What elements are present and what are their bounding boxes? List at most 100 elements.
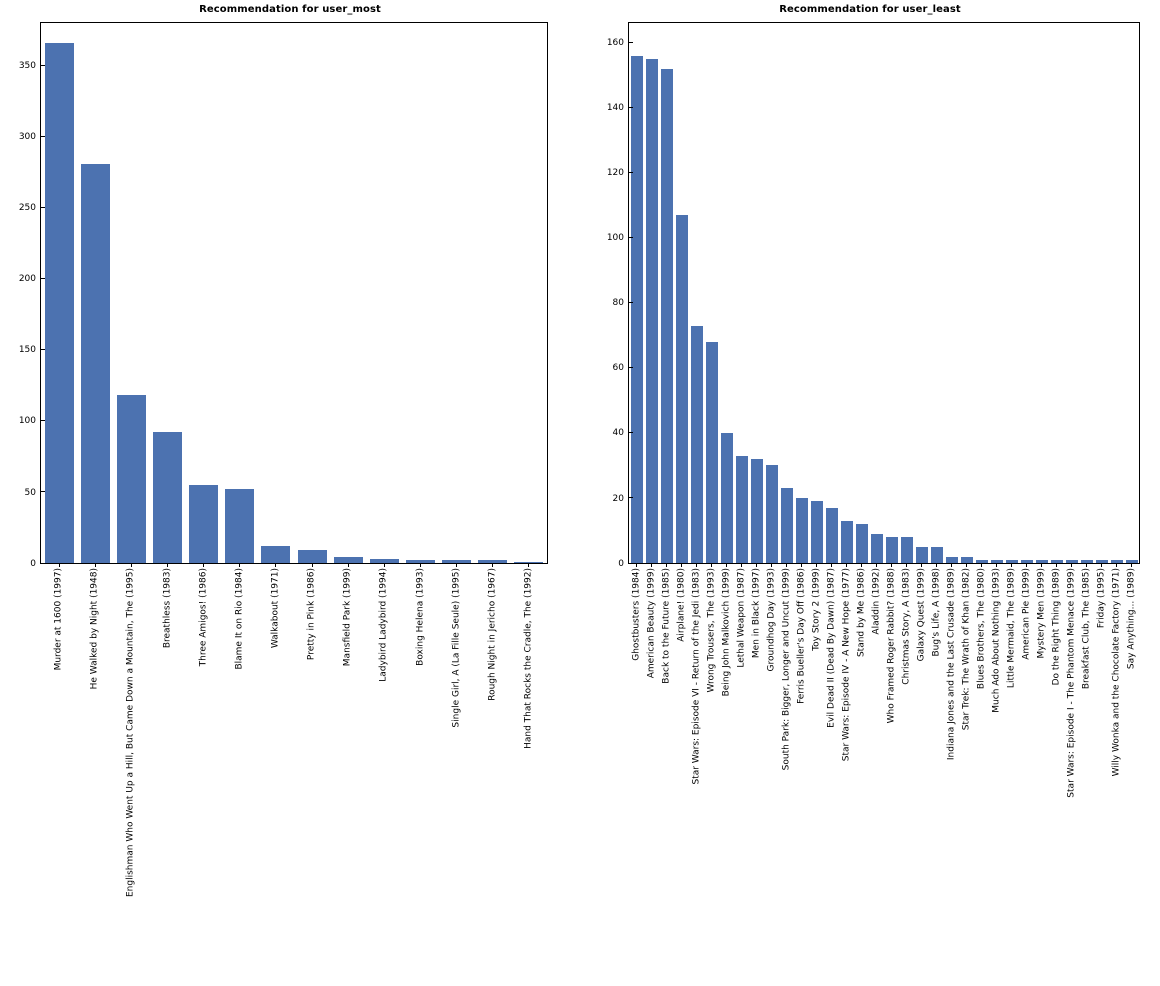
bar [690,325,703,563]
bar [810,501,823,563]
y-axis-tick-label: 50 [24,487,36,498]
y-axis-tick-label: 150 [18,345,36,356]
x-axis-tick-mark [167,563,168,567]
y-axis-tick-mark [41,420,45,422]
x-axis-tick-label: Groundhog Day (1993) [766,568,776,672]
x-axis-tick-label: South Park: Bigger, Longer and Uncut (19… [781,568,791,771]
x-axis-tick-label: Aladdin (1992) [871,568,881,635]
x-axis-tick-label: Being John Malkovich (1999) [721,568,731,697]
x-axis-tick-label: Hand That Rocks the Cradle, The (1992) [523,568,534,749]
x-axis-tick-mark [239,563,241,567]
y-axis-tick-mark [41,349,45,351]
y-axis-tick-label: 350 [18,61,36,72]
x-axis-tick-mark [651,563,652,567]
x-axis-tick-mark [383,563,385,567]
x-axis-tick-label: Lethal Weapon (1987) [736,568,746,668]
x-axis-tick-mark [981,563,982,567]
x-axis-tick-label: Mystery Men (1999) [1036,568,1046,659]
x-axis-tick-mark [861,563,862,567]
x-axis-tick-mark [1056,563,1057,567]
x-axis-tick-mark [801,563,802,567]
bar [1065,559,1078,563]
y-axis-tick-label: 0 [618,558,624,569]
subplot-user-most: Recommendation for user_most 0 50 100 150 20… [18,4,548,897]
x-axis-tick-mark [666,563,667,567]
x-axis-tick-mark [771,563,772,567]
bar [369,558,399,563]
bar [870,533,883,563]
bar [900,536,913,563]
x-axis-tick-mark [786,563,787,567]
bar [442,560,472,563]
x-axis-tick-label: American Pie (1999) [1021,568,1031,660]
y-axis-tick-mark [41,278,45,280]
x-axis-tick-label: Star Trek: The Wrath of Khan (1982) [961,568,971,731]
x-axis-tick-mark [726,563,727,567]
x-axis-tick-mark [681,563,682,567]
x-axis-tick-label: Indiana Jones and the Last Crusade (1989… [946,568,956,761]
y-axis-tick-label: 160 [606,38,624,49]
bar [225,489,255,563]
plot-area-user-least [629,23,1139,563]
x-axis-tick-label: Evil Dead II (Dead By Dawn) (1987) [826,568,836,728]
y-axis-tick-label: 20 [612,493,624,504]
y-axis-tick-mark [629,432,633,434]
bar [1125,559,1138,563]
bar [514,561,544,563]
x-axis-tick-mark [456,563,458,567]
y-axis-tick-mark [629,42,633,44]
x-axis-tick-label: Much Ado About Nothing (1993) [991,568,1001,713]
x-axis-tick-label: Ladybird Ladybird (1994) [378,568,389,682]
bar [1095,559,1108,563]
x-axis-tick-mark [741,563,742,567]
x-axis-tick-mark [528,563,530,567]
x-axis-tick-mark [1086,563,1087,567]
chart-title-user-least: Recommendation for user_least [779,4,961,15]
x-axis-tick-label: Stand by Me (1986) [856,568,866,658]
bar [825,507,838,563]
bar [975,559,988,563]
x-axis-tick-mark [831,563,832,567]
x-axis-tick-mark [636,563,637,567]
x-axis-tick-label: Star Wars: Episode I - The Phantom Menac… [1066,568,1076,798]
x-axis-tick-label: Wrong Trousers, The (1993) [706,568,716,693]
x-axis-tick-mark [1131,563,1132,567]
x-axis-tick-mark [966,563,967,567]
x-axis-tick-label: Do the Right Thing (1989) [1051,568,1061,686]
bar [840,520,853,563]
y-axis-tick-mark [629,302,633,304]
x-axis-tick-label: Mansfield Park (1999) [342,568,353,667]
y-axis-tick-label: 100 [606,233,624,244]
x-axis-tick-mark [696,563,697,567]
x-axis-tick-mark [1071,563,1072,567]
x-axis-tick-label: Ghostbusters (1984) [631,568,641,661]
bar [660,68,673,563]
x-axis-tick-label: Ferris Bueller's Day Off (1986) [796,568,806,704]
bar [735,455,748,563]
y-axis-tick-label: 100 [18,416,36,427]
x-axis-tick-mark [58,563,60,567]
y-axis-tick-mark [41,136,45,138]
bar [705,341,718,563]
x-axis-tick-label: Walkabout (1971) [270,568,281,649]
x-axis-tick-label: Englishman Who Went Up a Hill, But Came … [125,568,136,897]
x-axis-tick-label: Who Framed Roger Rabbit? (1988) [886,568,896,724]
x-axis-tick-mark [130,563,132,567]
bar [960,556,973,563]
x-axis-tick-mark [1041,563,1042,567]
x-axis-tick-label: Rough Night in Jericho (1967) [487,568,498,701]
bar [44,42,74,563]
y-axis-tick-label: 0 [30,558,36,569]
x-axis-tick-label: Murder at 1600 (1997) [53,568,64,671]
subplot-user-least: Recommendation for user_least 0 20 40 60 80 1… [580,0,1160,986]
x-axis-tick-mark [876,563,877,567]
y-axis-tick-mark [629,367,633,369]
bar [80,163,110,563]
axes-frame-user-least: 0 20 40 60 80 100 120 140 160 Ghostbusters (1984)… [607,22,1140,798]
x-axis-tick-label: Three Amigos! (1986) [198,568,209,667]
bar [297,550,327,563]
x-axis-tick-mark [816,563,817,567]
x-axis-tick-mark [756,563,757,567]
bar [720,432,733,563]
